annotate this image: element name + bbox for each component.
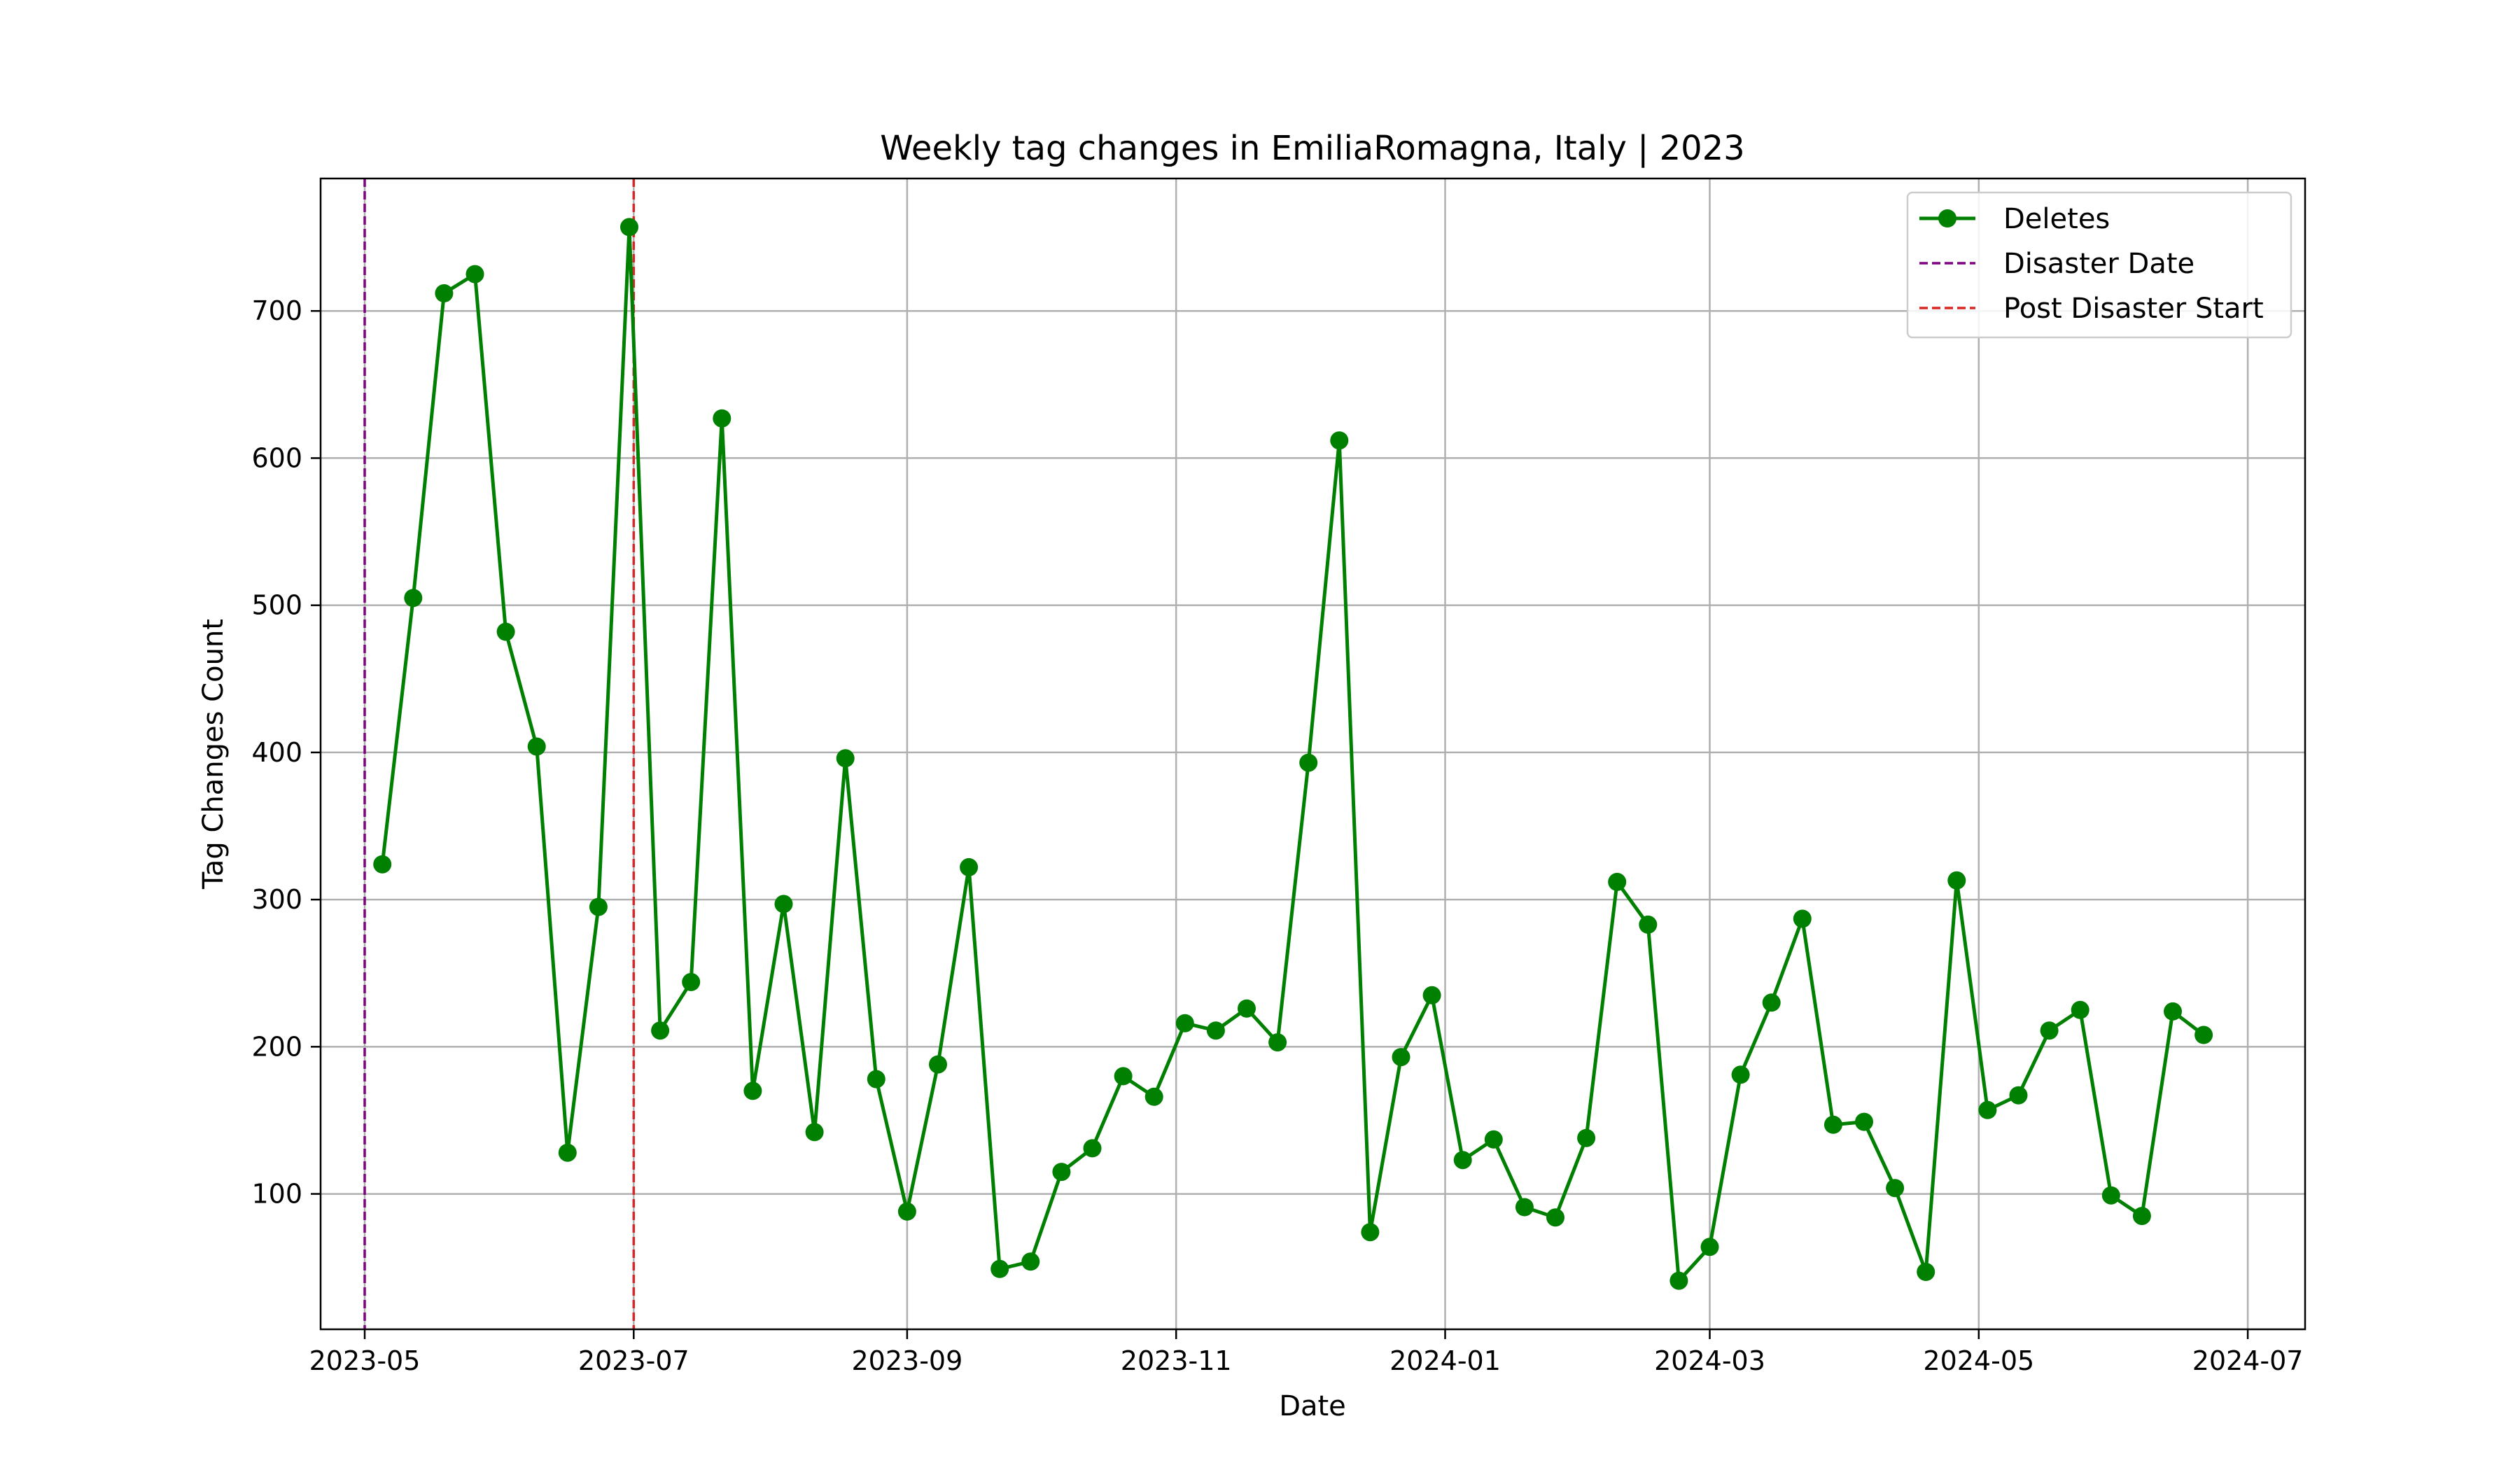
data-point — [2132, 1207, 2151, 1226]
y-tick-label: 400 — [251, 737, 302, 768]
y-tick-label: 500 — [251, 590, 302, 621]
x-tick-label: 2024-03 — [1654, 1345, 1765, 1376]
legend: Deletes Disaster Date Post Disaster Star… — [1906, 191, 2292, 339]
x-tick-label: 2023-09 — [852, 1345, 963, 1376]
x-tick-label: 2024-01 — [1390, 1345, 1501, 1376]
grid-lines — [321, 178, 2305, 1329]
data-point — [1855, 1112, 1873, 1131]
data-point — [1762, 993, 1781, 1012]
data-point — [805, 1123, 824, 1142]
data-point — [1361, 1223, 1380, 1242]
data-point — [496, 622, 515, 641]
data-point — [1206, 1021, 1225, 1040]
data-point — [620, 218, 638, 237]
data-point — [1114, 1067, 1133, 1086]
data-point — [1793, 909, 1812, 928]
data-point — [1546, 1208, 1564, 1227]
data-point — [1639, 915, 1658, 934]
data-point — [713, 409, 732, 428]
legend-label-post-disaster-start: Post Disaster Start — [2003, 293, 2264, 325]
data-point — [2164, 1002, 2182, 1021]
data-point — [1052, 1163, 1071, 1182]
data-point — [1978, 1100, 1997, 1119]
data-point — [682, 972, 701, 991]
data-point — [1515, 1198, 1534, 1217]
x-tick-label: 2023-07 — [578, 1345, 690, 1376]
data-point — [1731, 1065, 1750, 1084]
legend-label-disaster-date: Disaster Date — [2003, 248, 2194, 280]
data-point — [774, 895, 793, 913]
data-point — [867, 1070, 886, 1088]
data-point — [743, 1082, 762, 1100]
data-point — [2194, 1026, 2213, 1044]
data-point — [1392, 1048, 1410, 1067]
data-point — [1700, 1238, 1719, 1256]
data-point — [1886, 1179, 1905, 1198]
series-line-deletes — [380, 225, 2205, 1283]
data-point — [1422, 986, 1441, 1004]
y-tick-label: 100 — [251, 1179, 302, 1210]
data-point — [2071, 1000, 2090, 1019]
x-tick-label: 2024-05 — [1923, 1345, 2034, 1376]
data-point — [1670, 1271, 1688, 1290]
data-point — [897, 1202, 916, 1221]
data-point — [1484, 1130, 1503, 1149]
data-point — [1238, 999, 1256, 1018]
data-point — [465, 265, 484, 284]
y-axis-title: Tag Changes Count — [197, 619, 230, 890]
data-point — [373, 855, 392, 874]
data-point — [836, 749, 855, 768]
data-point — [1453, 1151, 1472, 1170]
data-point — [1917, 1263, 1935, 1281]
data-point — [1577, 1128, 1596, 1147]
y-tick-label: 300 — [251, 884, 302, 915]
data-point — [1021, 1252, 1040, 1271]
axis-ticks: 2023-05 2023-07 2023-09 2023-11 2024-01 2024-… — [251, 295, 2303, 1376]
data-point — [1823, 1115, 1842, 1134]
data-point — [558, 1143, 577, 1162]
y-tick-label: 200 — [251, 1031, 302, 1062]
data-series — [373, 218, 2213, 1290]
x-tick-label: 2023-05 — [309, 1345, 421, 1376]
data-point — [960, 858, 979, 876]
data-point — [2101, 1186, 2120, 1205]
data-point — [929, 1055, 947, 1074]
data-point — [990, 1259, 1009, 1278]
x-tick-label: 2024-07 — [2192, 1345, 2304, 1376]
data-point — [1175, 1014, 1194, 1032]
data-point — [1083, 1139, 1102, 1158]
legend-marker-deletes — [1938, 209, 1956, 227]
data-point — [1330, 431, 1349, 450]
data-point — [1947, 871, 1966, 890]
data-point — [527, 737, 546, 756]
data-point — [1268, 1033, 1287, 1052]
data-point — [1608, 872, 1627, 891]
x-tick-label: 2023-11 — [1121, 1345, 1232, 1376]
data-point — [404, 589, 423, 608]
chart-title: Weekly tag changes in EmiliaRomagna, Ita… — [880, 129, 1744, 168]
data-point — [435, 284, 454, 302]
x-axis-title: Date — [1279, 1390, 1346, 1422]
legend-label-deletes: Deletes — [2003, 203, 2110, 235]
data-point — [651, 1021, 670, 1040]
data-point — [589, 897, 608, 916]
plot-area — [321, 178, 2305, 1329]
y-tick-label: 600 — [251, 442, 302, 473]
data-point — [2009, 1086, 2028, 1105]
data-point — [1144, 1087, 1163, 1106]
data-point — [1299, 753, 1318, 772]
plot-frame — [319, 177, 2306, 1331]
legend-box — [1906, 191, 2292, 339]
y-tick-label: 700 — [251, 295, 302, 326]
data-point — [2040, 1021, 2059, 1040]
